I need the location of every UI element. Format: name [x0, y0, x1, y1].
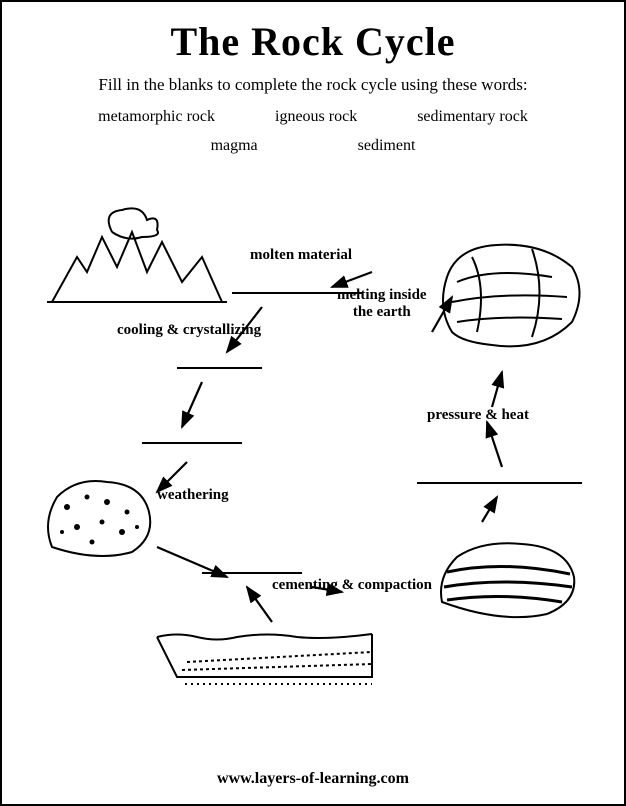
- wordbank-word: metamorphic rock: [98, 103, 215, 132]
- arrow: [487, 422, 502, 467]
- arrow: [182, 382, 202, 427]
- fill-in-blank[interactable]: [417, 482, 582, 484]
- fill-in-blank[interactable]: [177, 367, 262, 369]
- arrow: [492, 372, 502, 407]
- fill-in-blank[interactable]: [232, 292, 362, 294]
- label-cementing: cementing & compaction: [272, 577, 432, 594]
- wordbank-row-2: magma sediment: [2, 132, 624, 161]
- instructions-text: Fill in the blanks to complete the rock …: [2, 75, 624, 95]
- fill-in-blank[interactable]: [142, 442, 242, 444]
- wordbank-word: sediment: [358, 132, 416, 161]
- word-bank: metamorphic rock igneous rock sedimentar…: [2, 103, 624, 161]
- igneous-rock-icon: [37, 472, 157, 562]
- label-molten-material: molten material: [250, 247, 352, 264]
- page-title: The Rock Cycle: [2, 18, 624, 65]
- worksheet-page: The Rock Cycle Fill in the blanks to com…: [0, 0, 626, 806]
- arrow: [482, 497, 497, 522]
- fill-in-blank[interactable]: [202, 572, 302, 574]
- label-weathering: weathering: [157, 487, 229, 504]
- metamorphic-rock-icon: [432, 237, 587, 357]
- arrow: [247, 587, 272, 622]
- wordbank-row-1: metamorphic rock igneous rock sedimentar…: [2, 103, 624, 132]
- arrow: [332, 272, 372, 287]
- label-pressure-heat: pressure & heat: [427, 407, 529, 424]
- footer-url: www.layers-of-learning.com: [2, 770, 624, 788]
- wordbank-word: igneous rock: [275, 103, 357, 132]
- sediment-layers-icon: [147, 622, 377, 702]
- wordbank-word: magma: [211, 132, 258, 161]
- sedimentary-rock-icon: [432, 532, 582, 627]
- volcano-icon: [42, 202, 232, 312]
- wordbank-word: sedimentary rock: [417, 103, 528, 132]
- label-cooling: cooling & crystallizing: [117, 322, 261, 339]
- rock-cycle-diagram: molten material melting inside the earth…: [2, 192, 624, 764]
